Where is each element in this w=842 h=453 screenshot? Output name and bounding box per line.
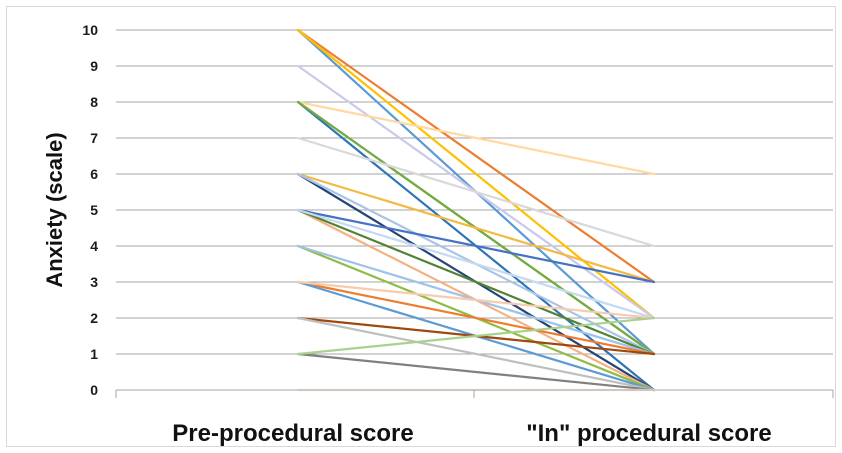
series-line	[296, 280, 656, 356]
y-tick-label: 10	[82, 22, 98, 38]
series-line	[296, 208, 656, 284]
y-tick-label: 1	[90, 346, 98, 362]
y-tick-label: 0	[90, 382, 98, 398]
y-tick-label: 6	[90, 166, 98, 182]
series-line	[296, 352, 656, 392]
series-line	[296, 208, 656, 320]
series-line	[296, 316, 656, 356]
category-label: "In" procedural score	[526, 420, 772, 447]
y-axis-title: Anxiety (scale)	[42, 132, 67, 287]
series-lines	[296, 28, 656, 392]
series-line	[296, 208, 656, 356]
series-line	[296, 280, 656, 320]
series-line	[296, 316, 656, 392]
y-tick-label: 4	[90, 238, 98, 254]
y-tick-label: 2	[90, 310, 98, 326]
axes	[115, 389, 834, 398]
y-tick-label: 7	[90, 130, 98, 146]
category-labels: Pre-procedural score "In" procedural scor…	[172, 420, 771, 447]
chart-frame	[6, 6, 836, 447]
y-tick-label: 3	[90, 274, 98, 290]
series-line	[296, 136, 656, 248]
y-tick-labels: 0 1 2 3 4 5 6 7 8 9 10	[82, 22, 98, 398]
series-line	[296, 28, 656, 284]
y-tick-label: 9	[90, 58, 98, 74]
y-tick-label: 5	[90, 202, 98, 218]
y-tick-label: 8	[90, 94, 98, 110]
series-line	[296, 100, 656, 176]
series-line	[296, 172, 656, 284]
gridlines	[116, 29, 833, 355]
category-label: Pre-procedural score	[172, 420, 413, 447]
